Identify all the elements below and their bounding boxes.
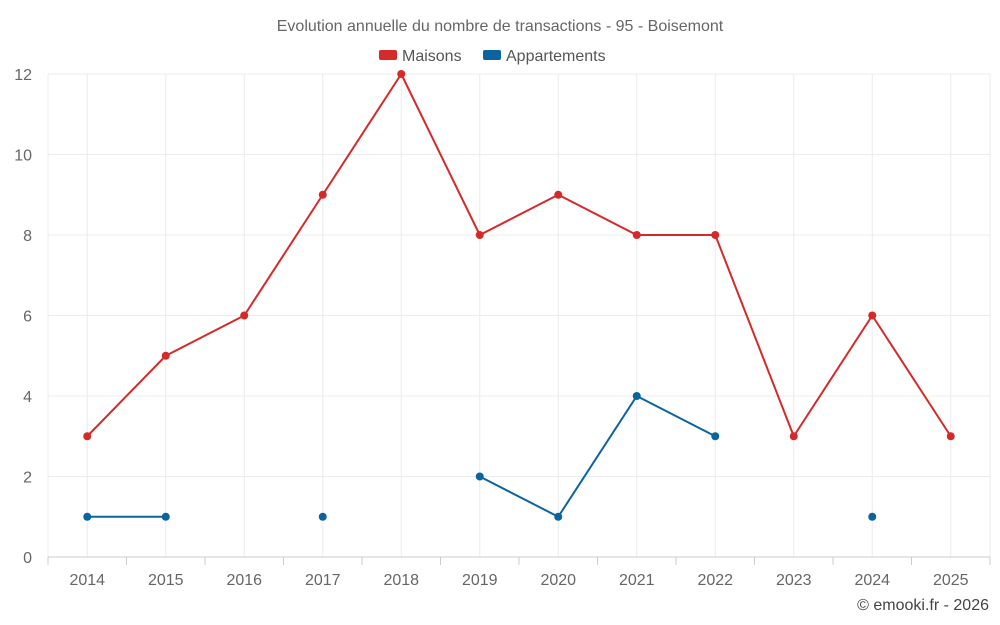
data-point-maisons-2020[interactable] <box>554 190 563 199</box>
data-point-maisons-2016[interactable] <box>240 311 249 320</box>
x-tick-label: 2015 <box>148 572 184 589</box>
legend-label-maisons[interactable]: Maisons <box>402 48 462 65</box>
data-point-maisons-2023[interactable] <box>789 432 798 441</box>
data-point-appartements-2014[interactable] <box>83 512 92 521</box>
data-point-appartements-2017[interactable] <box>318 512 327 521</box>
x-tick-label: 2021 <box>619 572 655 589</box>
legend: Maisons Appartements <box>379 48 606 65</box>
data-point-maisons-2017[interactable] <box>318 190 327 199</box>
data-point-maisons-2022[interactable] <box>711 231 720 239</box>
x-tick-label: 2019 <box>462 572 498 589</box>
x-tick-label: 2022 <box>697 572 733 589</box>
y-tick-label: 6 <box>23 309 32 326</box>
x-tick-label: 2018 <box>383 572 419 589</box>
y-tick-label: 12 <box>14 67 32 84</box>
x-tick-label: 2016 <box>226 572 262 589</box>
data-point-appartements-2021[interactable] <box>632 392 641 400</box>
axes: 0 2 4 6 8 10 12 2014 2015 2016 2017 2018 2019 2020 202… <box>14 67 991 589</box>
data-point-maisons-2021[interactable] <box>632 231 641 239</box>
grid <box>47 73 991 557</box>
legend-swatch-appartements <box>483 50 501 60</box>
x-tick-label: 2020 <box>540 572 576 589</box>
data-point-appartements-2020[interactable] <box>554 512 563 521</box>
x-tick-label: 2024 <box>854 572 890 589</box>
data-point-maisons-2024[interactable] <box>868 311 877 320</box>
series-line-appartements <box>479 395 716 518</box>
x-tick-label: 2023 <box>776 572 812 589</box>
data-point-maisons-2014[interactable] <box>83 432 92 441</box>
data-point-maisons-2019[interactable] <box>475 231 484 239</box>
x-tick-label: 2025 <box>933 572 969 589</box>
legend-label-appartements[interactable]: Appartements <box>506 48 606 65</box>
data-point-maisons-2018[interactable] <box>397 70 406 78</box>
series-line-maisons <box>86 73 952 438</box>
x-tick-label: 2017 <box>305 572 341 589</box>
data-point-appartements-2024[interactable] <box>868 512 877 521</box>
series <box>83 70 955 521</box>
data-point-appartements-2022[interactable] <box>711 432 720 441</box>
chart-title: Evolution annuelle du nombre de transact… <box>277 18 724 35</box>
legend-swatch-maisons <box>379 50 397 60</box>
data-point-appartements-2015[interactable] <box>161 512 170 521</box>
data-point-appartements-2019[interactable] <box>475 472 484 481</box>
credit-text: © emooki.fr - 2026 <box>857 597 989 614</box>
y-tick-label: 0 <box>23 550 32 567</box>
x-tick-label: 2014 <box>69 572 105 589</box>
y-tick-label: 4 <box>23 389 32 406</box>
data-point-maisons-2015[interactable] <box>161 351 170 360</box>
data-point-maisons-2025[interactable] <box>946 432 955 441</box>
y-tick-label: 10 <box>14 148 32 165</box>
y-tick-label: 2 <box>23 470 32 487</box>
y-tick-label: 8 <box>23 228 32 245</box>
